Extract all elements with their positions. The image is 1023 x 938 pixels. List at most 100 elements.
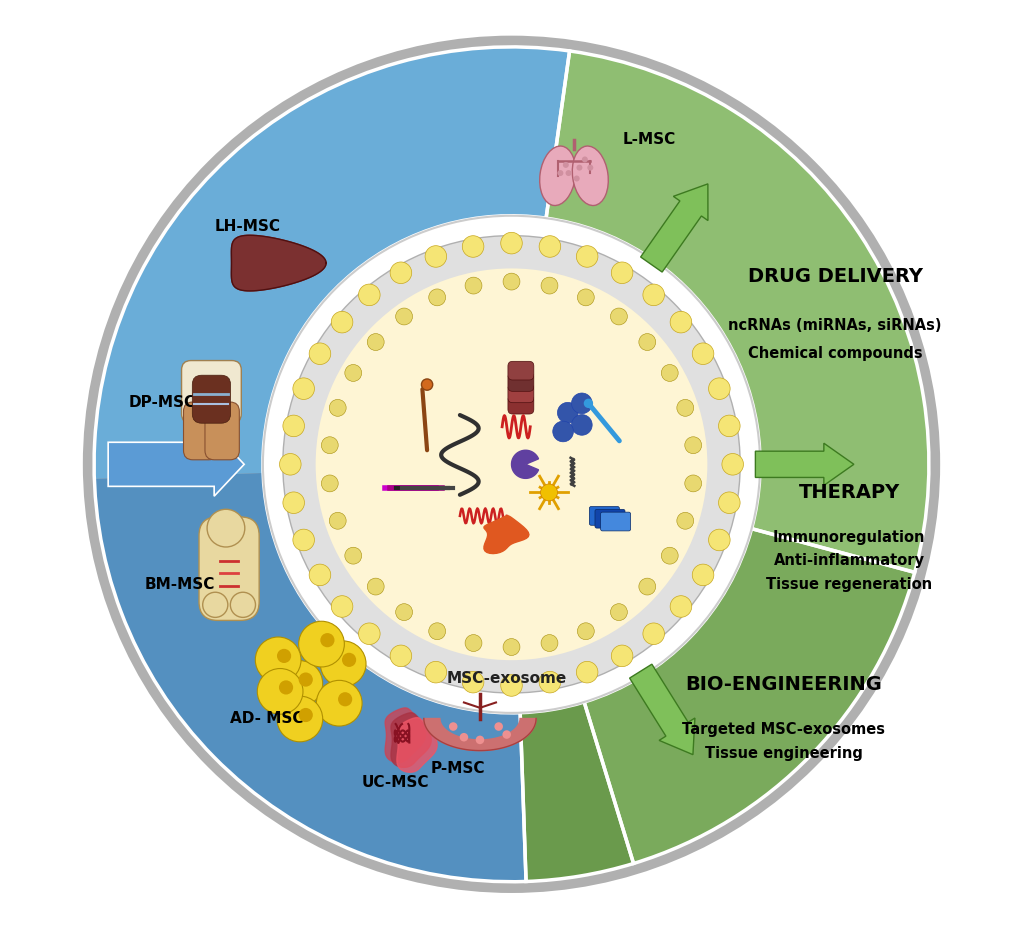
Circle shape <box>661 547 678 564</box>
Wedge shape <box>584 529 915 864</box>
Circle shape <box>421 379 433 390</box>
FancyBboxPatch shape <box>205 402 239 460</box>
Circle shape <box>293 378 314 400</box>
Circle shape <box>576 165 582 171</box>
Circle shape <box>230 592 256 617</box>
Circle shape <box>465 635 482 652</box>
Circle shape <box>426 661 447 683</box>
Circle shape <box>677 400 694 416</box>
Circle shape <box>582 157 588 162</box>
FancyBboxPatch shape <box>508 384 534 402</box>
Polygon shape <box>512 450 538 478</box>
Polygon shape <box>397 718 437 772</box>
Polygon shape <box>231 235 326 291</box>
Circle shape <box>331 311 353 333</box>
Circle shape <box>638 334 656 351</box>
Circle shape <box>558 402 578 423</box>
Circle shape <box>329 512 346 529</box>
Circle shape <box>539 235 561 257</box>
Circle shape <box>342 653 356 667</box>
Circle shape <box>293 529 314 551</box>
Ellipse shape <box>572 146 609 205</box>
Circle shape <box>541 277 558 294</box>
FancyBboxPatch shape <box>192 375 230 423</box>
Circle shape <box>576 246 597 267</box>
Circle shape <box>345 547 362 564</box>
Circle shape <box>329 400 346 416</box>
Circle shape <box>684 437 702 454</box>
Ellipse shape <box>540 146 576 205</box>
Circle shape <box>494 722 503 731</box>
Circle shape <box>503 639 520 656</box>
Circle shape <box>338 692 352 706</box>
FancyBboxPatch shape <box>181 360 241 423</box>
Text: UC-MSC: UC-MSC <box>362 775 430 790</box>
FancyBboxPatch shape <box>595 509 625 528</box>
FancyBboxPatch shape <box>601 512 630 531</box>
Circle shape <box>299 708 313 722</box>
Circle shape <box>263 216 760 713</box>
Polygon shape <box>385 708 426 763</box>
Circle shape <box>612 645 633 667</box>
Circle shape <box>282 235 741 693</box>
Circle shape <box>299 621 345 667</box>
Circle shape <box>277 696 322 742</box>
Circle shape <box>309 343 330 365</box>
Circle shape <box>309 564 330 585</box>
Circle shape <box>584 399 593 408</box>
Circle shape <box>299 673 313 687</box>
Circle shape <box>207 509 244 547</box>
Text: BM-MSC: BM-MSC <box>145 578 215 593</box>
Text: Immunoregulation: Immunoregulation <box>773 530 926 545</box>
Circle shape <box>576 661 597 683</box>
FancyArrow shape <box>755 444 854 486</box>
Polygon shape <box>484 516 529 553</box>
Circle shape <box>465 277 482 294</box>
Circle shape <box>611 604 627 621</box>
Circle shape <box>321 437 339 454</box>
Circle shape <box>459 733 469 742</box>
Circle shape <box>283 492 305 513</box>
Circle shape <box>358 284 381 306</box>
Text: AD- MSC: AD- MSC <box>230 710 303 725</box>
Text: L-MSC: L-MSC <box>623 132 676 147</box>
Circle shape <box>718 416 740 437</box>
Circle shape <box>279 680 294 694</box>
Circle shape <box>572 393 592 414</box>
Circle shape <box>476 735 484 744</box>
Circle shape <box>709 529 730 551</box>
Circle shape <box>316 680 362 726</box>
Circle shape <box>283 416 305 437</box>
Text: MSC-exosome: MSC-exosome <box>447 672 567 687</box>
Circle shape <box>83 36 940 893</box>
Circle shape <box>462 672 484 693</box>
FancyArrow shape <box>108 432 244 496</box>
Text: Tissue engineering: Tissue engineering <box>705 746 862 761</box>
FancyBboxPatch shape <box>508 372 534 391</box>
Text: Tissue regeneration: Tissue regeneration <box>766 577 932 592</box>
Circle shape <box>429 623 446 640</box>
Wedge shape <box>546 51 929 572</box>
Text: Anti-inflammatory: Anti-inflammatory <box>773 553 925 568</box>
Circle shape <box>396 604 412 621</box>
Circle shape <box>552 421 574 442</box>
Circle shape <box>396 308 412 325</box>
Wedge shape <box>94 47 570 479</box>
Text: DP-MSC: DP-MSC <box>129 395 195 410</box>
Circle shape <box>331 596 353 617</box>
Circle shape <box>367 334 385 351</box>
Circle shape <box>693 564 714 585</box>
Circle shape <box>718 492 740 513</box>
Text: P-MSC: P-MSC <box>431 761 485 776</box>
FancyArrow shape <box>640 184 708 272</box>
Text: DRUG DELIVERY: DRUG DELIVERY <box>748 267 923 286</box>
Wedge shape <box>94 473 526 882</box>
Circle shape <box>203 592 228 617</box>
Circle shape <box>426 246 447 267</box>
Circle shape <box>429 289 446 306</box>
Text: THERAPY: THERAPY <box>799 483 900 502</box>
Circle shape <box>390 645 411 667</box>
Text: BIO-ENGINEERING: BIO-ENGINEERING <box>685 675 882 694</box>
Circle shape <box>558 170 564 176</box>
FancyBboxPatch shape <box>183 402 218 460</box>
